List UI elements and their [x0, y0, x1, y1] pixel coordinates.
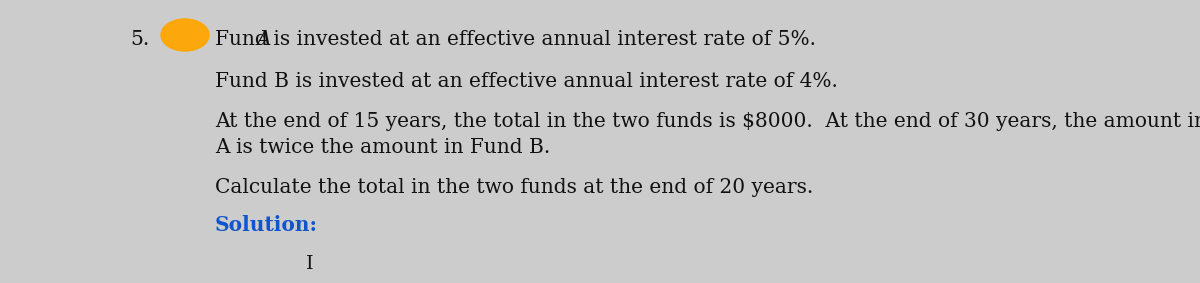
- Text: Solution:: Solution:: [215, 215, 318, 235]
- Text: Calculate the total in the two funds at the end of 20 years.: Calculate the total in the two funds at …: [215, 178, 814, 197]
- Text: A: A: [257, 30, 271, 49]
- Text: Fund B is invested at an effective annual interest rate of 4%.: Fund B is invested at an effective annua…: [215, 72, 838, 91]
- Text: At the end of 15 years, the total in the two funds is $8000.  At the end of 30 y: At the end of 15 years, the total in the…: [215, 112, 1200, 131]
- Ellipse shape: [161, 19, 209, 51]
- Text: A is twice the amount in Fund B.: A is twice the amount in Fund B.: [215, 138, 551, 157]
- Text: I: I: [306, 255, 314, 273]
- Text: is invested at an effective annual interest rate of 5%.: is invested at an effective annual inter…: [266, 30, 816, 49]
- Text: Fund: Fund: [215, 30, 274, 49]
- Text: 5.: 5.: [130, 30, 149, 49]
